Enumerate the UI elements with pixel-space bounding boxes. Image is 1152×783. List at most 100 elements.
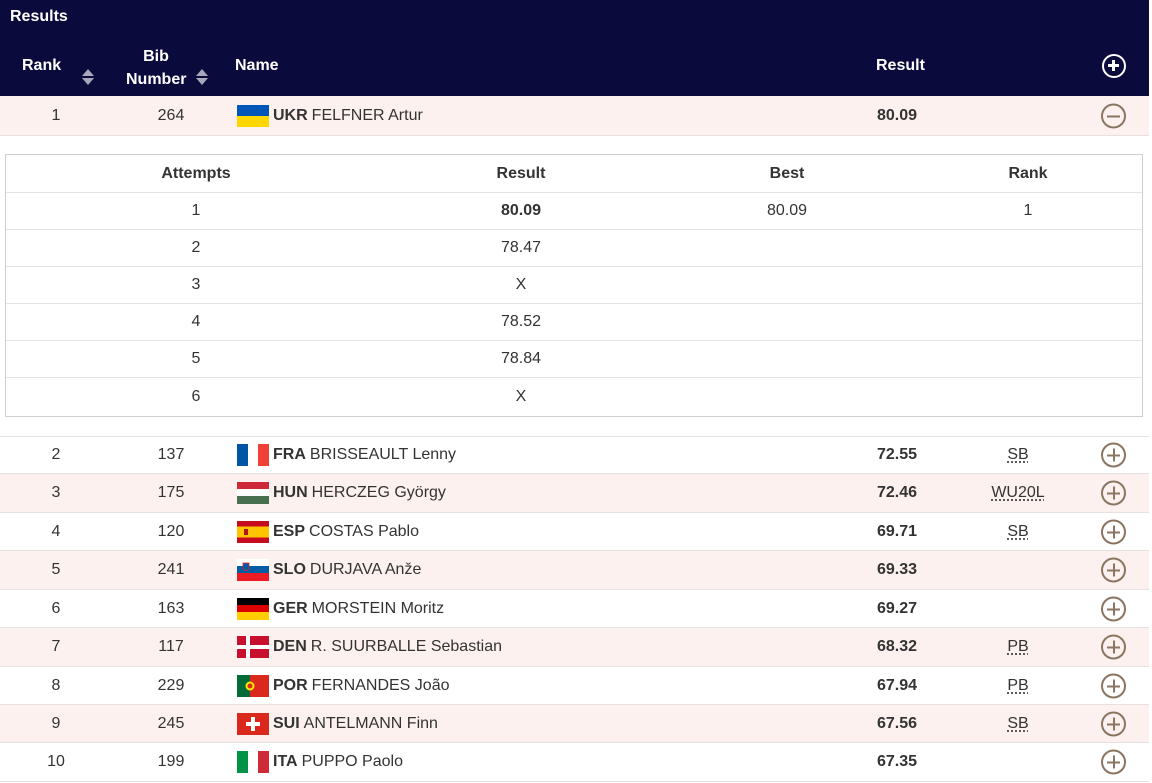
result-cell: 68.32 bbox=[877, 638, 918, 655]
athlete-name-text: BRISSEAULT Lenny bbox=[309, 446, 457, 463]
athlete-name[interactable]: SUI ANTELMANN Finn bbox=[273, 715, 438, 733]
expand-plus-icon[interactable] bbox=[1101, 749, 1126, 775]
bib-cell: 175 bbox=[157, 484, 185, 501]
athlete-name-text: PUPPO Paolo bbox=[301, 753, 403, 770]
table-row[interactable]: 8 229 POR FERNANDES João 67.94 PB bbox=[0, 667, 1149, 705]
bib-cell: 137 bbox=[157, 446, 185, 463]
table-row[interactable]: 6 163 GER MORSTEIN Moritz 69.27 bbox=[0, 590, 1149, 628]
nationality-code: GER bbox=[273, 599, 308, 617]
table-row[interactable]: 7 117 DEN R. SUURBALLE Sebastian 68.32 PB bbox=[0, 628, 1149, 667]
bib-cell: 120 bbox=[157, 522, 185, 540]
sort-rank-icon[interactable] bbox=[82, 69, 94, 87]
nationality-code: SUI bbox=[273, 714, 300, 732]
athlete-name-text: DURJAVA Anže bbox=[309, 561, 422, 578]
athlete-name-text: MORSTEIN Moritz bbox=[311, 599, 445, 617]
table-row[interactable]: 2 137 FRA BRISSEAULT Lenny 72.55 SB bbox=[0, 436, 1149, 474]
attempt-result-column-header: Result bbox=[496, 164, 546, 182]
rank-cell: 6 bbox=[51, 599, 61, 617]
expand-plus-icon[interactable] bbox=[1101, 711, 1126, 736]
nationality-code: POR bbox=[273, 676, 308, 694]
athlete-name-text: FELFNER Artur bbox=[311, 106, 423, 124]
results-title: Results bbox=[10, 8, 68, 25]
attempts-detail-table: Attempts Result Best Rank 1 80.09 80.09 … bbox=[5, 154, 1143, 417]
portugal-flag-icon bbox=[237, 674, 269, 697]
result-cell: 69.27 bbox=[877, 599, 918, 617]
attempt-row: 5 78.84 bbox=[6, 341, 1142, 378]
record-note: SB bbox=[1007, 446, 1029, 463]
attempt-result: 78.84 bbox=[500, 350, 542, 367]
athlete-name-text: HERCZEG György bbox=[311, 484, 446, 501]
results-header: Results Rank Bib Number Name Result bbox=[0, 0, 1149, 96]
attempt-best: 80.09 bbox=[766, 202, 808, 219]
attempt-rank: 1 bbox=[1023, 202, 1033, 219]
switzerland-flag-icon bbox=[237, 712, 269, 735]
column-header-rank[interactable]: Rank bbox=[22, 57, 62, 74]
athlete-name[interactable]: HUN HERCZEG György bbox=[273, 484, 446, 502]
result-cell: 67.35 bbox=[877, 753, 918, 770]
best-column-header: Best bbox=[769, 164, 805, 182]
attempt-result: 78.52 bbox=[500, 313, 542, 330]
nationality-code: SLO bbox=[273, 561, 306, 578]
athlete-name-text: FERNANDES João bbox=[311, 676, 450, 694]
athlete-name[interactable]: FRA BRISSEAULT Lenny bbox=[273, 446, 456, 464]
athlete-name[interactable]: DEN R. SUURBALLE Sebastian bbox=[273, 638, 502, 656]
rank-cell: 10 bbox=[47, 753, 65, 770]
nationality-code: ESP bbox=[273, 522, 306, 540]
collapse-minus-icon[interactable] bbox=[1101, 103, 1126, 128]
bib-header-line1: Bib bbox=[143, 48, 169, 65]
rank-cell: 2 bbox=[51, 446, 61, 463]
table-row[interactable]: 10 199 ITA PUPPO Paolo 67.35 bbox=[0, 743, 1149, 782]
athlete-name-text: COSTAS Pablo bbox=[309, 522, 419, 540]
athlete-name[interactable]: SLO DURJAVA Anže bbox=[273, 561, 421, 579]
france-flag-icon bbox=[237, 444, 269, 466]
attempt-row: 3 X bbox=[6, 267, 1142, 304]
athlete-name[interactable]: GER MORSTEIN Moritz bbox=[273, 600, 444, 618]
attempt-result: 80.09 bbox=[500, 202, 542, 219]
attempt-number: 6 bbox=[191, 387, 201, 405]
expand-plus-icon[interactable] bbox=[1101, 596, 1126, 621]
attempt-result: X bbox=[515, 276, 527, 293]
table-row[interactable]: 1 264 UKR FELFNER Artur 80.09 bbox=[0, 96, 1149, 136]
sort-bib-icon[interactable] bbox=[196, 69, 208, 87]
nationality-code: HUN bbox=[273, 484, 308, 501]
record-note: SB bbox=[1007, 522, 1029, 540]
column-header-bib-number[interactable]: Bib Number bbox=[126, 45, 186, 91]
attempt-number: 3 bbox=[191, 276, 201, 293]
record-note: PB bbox=[1007, 638, 1029, 655]
rank-cell: 8 bbox=[51, 676, 61, 694]
nationality-code: ITA bbox=[273, 753, 298, 770]
table-row[interactable]: 3 175 HUN HERCZEG György 72.46 WU20L bbox=[0, 474, 1149, 513]
attempt-number: 2 bbox=[191, 239, 201, 256]
athlete-name[interactable]: ESP COSTAS Pablo bbox=[273, 523, 419, 541]
expand-plus-icon[interactable] bbox=[1101, 673, 1126, 698]
bib-cell: 199 bbox=[157, 753, 185, 770]
result-cell: 72.46 bbox=[877, 484, 918, 501]
record-note: PB bbox=[1007, 676, 1029, 694]
expand-plus-icon[interactable] bbox=[1101, 557, 1126, 583]
expand-plus-icon[interactable] bbox=[1101, 634, 1126, 660]
table-row[interactable]: 9 245 SUI ANTELMANN Finn 67.56 SB bbox=[0, 705, 1149, 743]
hungary-flag-icon bbox=[237, 482, 269, 504]
table-row[interactable]: 5 241 SLO DURJAVA Anže 69.33 bbox=[0, 551, 1149, 590]
rank-cell: 3 bbox=[51, 484, 61, 501]
nationality-code: DEN bbox=[273, 638, 307, 655]
athlete-name[interactable]: UKR FELFNER Artur bbox=[273, 107, 423, 125]
expand-all-plus-icon[interactable] bbox=[1102, 54, 1126, 78]
athlete-name[interactable]: ITA PUPPO Paolo bbox=[273, 753, 403, 771]
bib-cell: 245 bbox=[157, 714, 185, 732]
athlete-name[interactable]: POR FERNANDES João bbox=[273, 677, 450, 695]
expand-plus-icon[interactable] bbox=[1101, 480, 1126, 506]
attempt-row: 6 X bbox=[6, 378, 1142, 415]
expand-plus-icon[interactable] bbox=[1101, 519, 1126, 544]
result-cell: 72.55 bbox=[877, 446, 918, 463]
nationality-code: UKR bbox=[273, 106, 308, 124]
attempt-result: X bbox=[515, 387, 527, 405]
table-row[interactable]: 4 120 ESP COSTAS Pablo 69.71 SB bbox=[0, 513, 1149, 551]
slovenia-flag-icon bbox=[237, 559, 269, 581]
attempt-rank-column-header: Rank bbox=[1008, 164, 1048, 182]
attempts-header-row: Attempts Result Best Rank bbox=[6, 155, 1142, 193]
expand-plus-icon[interactable] bbox=[1101, 442, 1126, 468]
attempt-row: 1 80.09 80.09 1 bbox=[6, 193, 1142, 230]
spain-flag-icon bbox=[237, 520, 269, 543]
result-cell: 80.09 bbox=[877, 106, 918, 124]
